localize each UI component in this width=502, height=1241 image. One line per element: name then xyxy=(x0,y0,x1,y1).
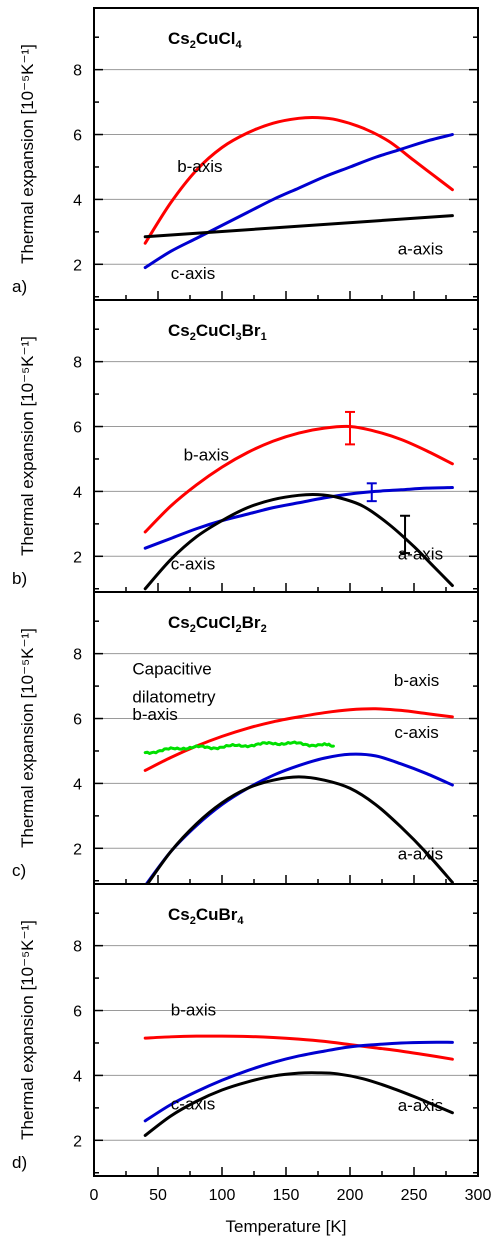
y-tick-label: 8 xyxy=(73,63,82,80)
x-tick-label: 50 xyxy=(149,1187,167,1204)
panel-letter: b) xyxy=(12,569,27,588)
title-part: Cs xyxy=(168,613,190,632)
series-label-b-axis: b-axis xyxy=(394,671,439,690)
y-tick-label: 4 xyxy=(73,776,82,793)
y-axis-label: Thermal expansion [10⁻⁵K⁻¹] xyxy=(18,44,37,264)
panel-title: Cs2CuBr4 xyxy=(168,905,244,927)
series-label-b-axis: b-axis xyxy=(171,1000,216,1019)
y-tick-label: 4 xyxy=(73,1068,82,1085)
series-line-b-axis xyxy=(143,740,335,755)
y-tick-label: 8 xyxy=(73,355,82,372)
series-line-b-axis xyxy=(143,1034,454,1061)
title-subscript: 1 xyxy=(261,331,267,343)
x-tick-label: 150 xyxy=(273,1187,300,1204)
series-label-c-axis: c-axis xyxy=(171,554,215,573)
series-line-a-axis xyxy=(145,775,454,884)
y-tick-label: 2 xyxy=(73,549,82,566)
series-line-a-axis xyxy=(143,1071,454,1137)
panel-letter: a) xyxy=(12,277,27,296)
x-tick-label: 0 xyxy=(90,1187,99,1204)
series-label-c-axis: c-axis xyxy=(171,264,215,283)
y-tick-label: 4 xyxy=(73,192,82,209)
y-tick-label: 4 xyxy=(73,484,82,501)
title-part: CuCl xyxy=(196,321,236,340)
series-label-a-axis: a-axis xyxy=(398,545,443,564)
x-tick-label: 300 xyxy=(465,1187,492,1204)
panel-title: Cs2CuCl2Br2 xyxy=(168,613,267,635)
y-tick-label: 8 xyxy=(73,939,82,956)
series-label-b-axis: b-axis xyxy=(132,705,177,724)
series-line-c-axis xyxy=(144,752,454,884)
annotation-text: dilatometry xyxy=(132,687,216,706)
title-subscript: 4 xyxy=(236,39,243,51)
x-tick-label: 250 xyxy=(401,1187,428,1204)
panel-letter: c) xyxy=(12,861,26,880)
y-tick-label: 6 xyxy=(73,712,82,729)
y-tick-label: 6 xyxy=(73,128,82,145)
title-subscript: 2 xyxy=(190,915,196,927)
y-tick-label: 2 xyxy=(73,257,82,274)
series-line-a-axis xyxy=(143,214,454,239)
title-part: Br xyxy=(242,321,261,340)
annotation-text: Capacitive xyxy=(132,660,211,679)
title-subscript: 4 xyxy=(237,915,244,927)
x-tick-label: 200 xyxy=(337,1187,364,1204)
y-tick-label: 6 xyxy=(73,1004,82,1021)
series-line-c-axis xyxy=(143,133,454,270)
series-line-a-axis xyxy=(143,493,454,591)
title-part: CuCl xyxy=(196,29,236,48)
x-tick-label: 100 xyxy=(209,1187,236,1204)
panel-frame xyxy=(93,883,479,1177)
title-part: Cs xyxy=(168,29,190,48)
y-axis-label: Thermal expansion [10⁻⁵K⁻¹] xyxy=(18,336,37,556)
title-subscript: 3 xyxy=(236,331,242,343)
y-axis-label: Thermal expansion [10⁻⁵K⁻¹] xyxy=(18,920,37,1140)
title-part: Br xyxy=(242,613,261,632)
series-label-a-axis: a-axis xyxy=(398,845,443,864)
title-subscript: 2 xyxy=(190,39,196,51)
series-line-b-axis xyxy=(143,116,454,245)
y-axis-label: Thermal expansion [10⁻⁵K⁻¹] xyxy=(18,628,37,848)
title-part: Cs xyxy=(168,321,190,340)
title-subscript: 2 xyxy=(190,331,196,343)
series-line-c-axis xyxy=(143,1040,454,1123)
series-label-a-axis: a-axis xyxy=(398,1096,443,1115)
series-line-b-axis xyxy=(143,424,454,534)
panel-title: Cs2CuCl3Br1 xyxy=(168,321,267,343)
series-line-c-axis xyxy=(143,486,454,550)
y-tick-label: 8 xyxy=(73,647,82,664)
y-tick-label: 2 xyxy=(73,841,82,858)
series-label-b-axis: b-axis xyxy=(184,446,229,465)
x-axis-label: Temperature [K] xyxy=(226,1217,347,1236)
panel-title: Cs2CuCl4 xyxy=(168,29,243,51)
series-label-b-axis: b-axis xyxy=(177,157,222,176)
y-tick-label: 6 xyxy=(73,420,82,437)
title-subscript: 2 xyxy=(261,623,267,635)
y-tick-label: 2 xyxy=(73,1133,82,1150)
title-part: Cs xyxy=(168,905,190,924)
title-part: CuBr xyxy=(196,905,238,924)
title-part: CuCl xyxy=(196,613,236,632)
title-subscript: 2 xyxy=(236,623,242,635)
series-label-c-axis: c-axis xyxy=(394,723,438,742)
title-subscript: 2 xyxy=(190,623,196,635)
panel-letter: d) xyxy=(12,1153,27,1172)
series-label-a-axis: a-axis xyxy=(398,240,443,259)
